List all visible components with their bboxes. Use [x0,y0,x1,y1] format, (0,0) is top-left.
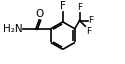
Text: F: F [88,16,94,25]
Text: F: F [77,3,82,12]
Text: H₂N: H₂N [3,24,23,34]
Text: F: F [86,27,91,36]
Text: O: O [35,9,43,19]
Text: F: F [60,1,66,12]
